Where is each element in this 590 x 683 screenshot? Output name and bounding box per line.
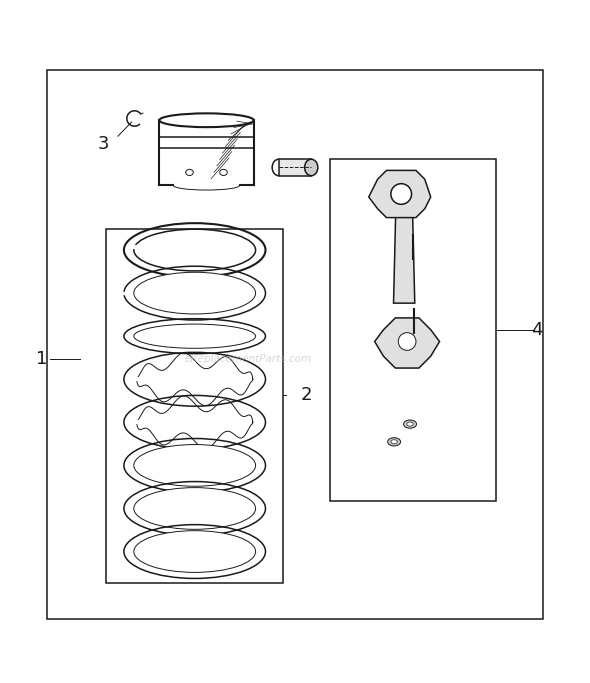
Bar bbox=[278, 159, 312, 176]
Ellipse shape bbox=[134, 273, 255, 314]
Ellipse shape bbox=[134, 229, 255, 271]
Ellipse shape bbox=[304, 159, 318, 176]
Ellipse shape bbox=[398, 333, 416, 350]
Ellipse shape bbox=[142, 408, 248, 437]
Text: 3: 3 bbox=[97, 135, 109, 153]
Polygon shape bbox=[369, 170, 431, 218]
Text: eReplacementParts.com: eReplacementParts.com bbox=[184, 354, 312, 364]
Text: 4: 4 bbox=[531, 321, 543, 339]
Polygon shape bbox=[375, 318, 440, 368]
Text: 1: 1 bbox=[35, 350, 47, 368]
Bar bbox=[47, 70, 543, 619]
Ellipse shape bbox=[134, 445, 255, 486]
Bar bbox=[106, 229, 283, 583]
Ellipse shape bbox=[142, 365, 248, 394]
Ellipse shape bbox=[159, 113, 254, 127]
Ellipse shape bbox=[407, 422, 413, 426]
Ellipse shape bbox=[134, 488, 255, 529]
Ellipse shape bbox=[391, 184, 412, 204]
Ellipse shape bbox=[134, 324, 255, 348]
Ellipse shape bbox=[134, 531, 255, 572]
Text: 2: 2 bbox=[301, 386, 313, 404]
Bar bbox=[330, 158, 496, 501]
Ellipse shape bbox=[388, 438, 401, 446]
Ellipse shape bbox=[404, 420, 417, 428]
Ellipse shape bbox=[391, 440, 398, 444]
Polygon shape bbox=[394, 214, 415, 303]
